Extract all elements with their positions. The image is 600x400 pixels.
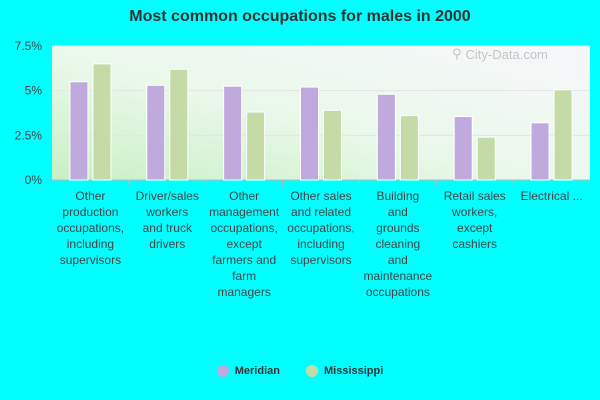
legend-item-meridian: Meridian — [216, 365, 280, 377]
bar-mississippi-3 — [323, 109, 342, 181]
bar-meridian-3 — [300, 86, 319, 181]
x-tick-label: Building and grounds cleaning and maintenance… — [363, 189, 432, 299]
watermark-text: City-Data.com — [465, 46, 548, 62]
legend-label-mississippi: Mississippi — [323, 365, 384, 377]
bar-mississippi-6 — [553, 89, 573, 181]
legend-swatch-mississippi — [305, 365, 318, 377]
x-tick-label: Other management occupations, except farmers… — [209, 189, 280, 299]
bar-mississippi-5 — [476, 136, 496, 181]
y-tick-label: 5% — [25, 84, 43, 98]
y-tick-label: 7.5% — [15, 39, 43, 53]
x-tick-label: Other production occupations, including supe… — [57, 189, 124, 267]
watermark: ⚲ City-Data.com — [452, 46, 548, 62]
x-tick-label: Driver/sales workers and truck drivers — [136, 189, 199, 251]
bar-meridian-6 — [530, 122, 550, 181]
search-icon: ⚲ — [452, 46, 462, 61]
chart-title: Most common occupations for males in 200… — [129, 8, 471, 25]
bar-meridian-2 — [223, 85, 243, 181]
x-tick-label: Other sales and related occupations, includ… — [287, 189, 354, 267]
bar-mississippi-4 — [399, 115, 419, 181]
y-tick-label: 0% — [25, 173, 43, 187]
legend-swatch-meridian — [216, 365, 229, 377]
legend: Meridian Mississippi — [0, 365, 600, 377]
x-tick-label: Retail sales workers, except cashiers — [444, 189, 506, 251]
bar-mississippi-2 — [246, 111, 266, 181]
legend-item-mississippi: Mississippi — [305, 365, 384, 377]
x-tick-label: Electrical ... — [521, 189, 583, 203]
bar-mississippi-0 — [92, 63, 112, 181]
y-tick-label: 2.5% — [15, 128, 43, 142]
bar-meridian-4 — [376, 93, 396, 181]
legend-label-meridian: Meridian — [234, 365, 280, 377]
plot-area — [52, 46, 590, 180]
bar-meridian-0 — [69, 81, 89, 181]
bar-mississippi-1 — [169, 68, 189, 181]
bar-meridian-5 — [453, 116, 473, 181]
bar-meridian-1 — [146, 84, 166, 181]
